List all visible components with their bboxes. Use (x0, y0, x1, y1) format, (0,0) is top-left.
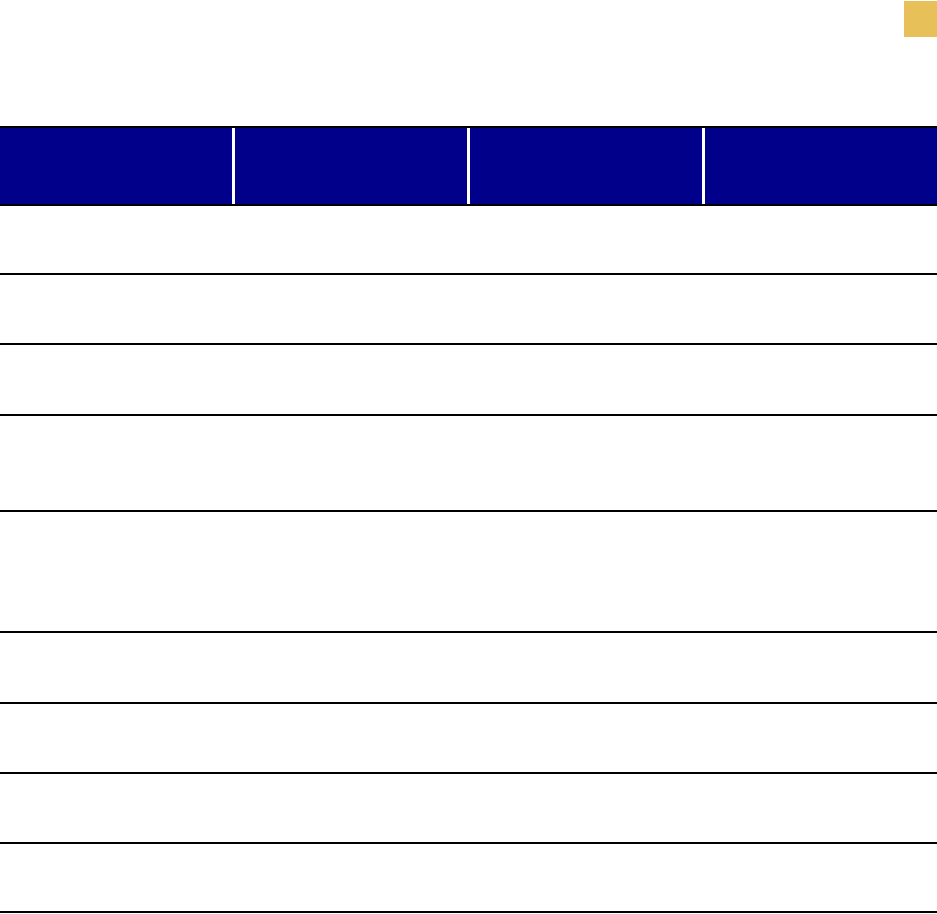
table-row (0, 512, 937, 633)
table-header-cell (470, 128, 702, 204)
table-row (0, 416, 937, 512)
table-row (0, 206, 937, 275)
table-header-cell (0, 128, 232, 204)
table-row (0, 345, 937, 416)
table-header-cell (705, 128, 937, 204)
table-header-row (0, 126, 937, 206)
table-header-cell (235, 128, 467, 204)
table-row (0, 704, 937, 774)
page-corner-tab (904, 1, 937, 37)
table-row (0, 844, 937, 913)
table (0, 126, 937, 913)
table-row (0, 633, 937, 704)
table-row (0, 275, 937, 345)
table-row (0, 774, 937, 844)
